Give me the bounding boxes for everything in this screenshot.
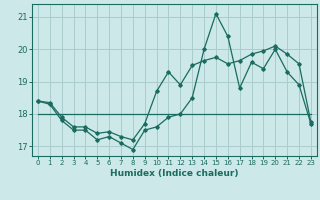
X-axis label: Humidex (Indice chaleur): Humidex (Indice chaleur)	[110, 169, 239, 178]
